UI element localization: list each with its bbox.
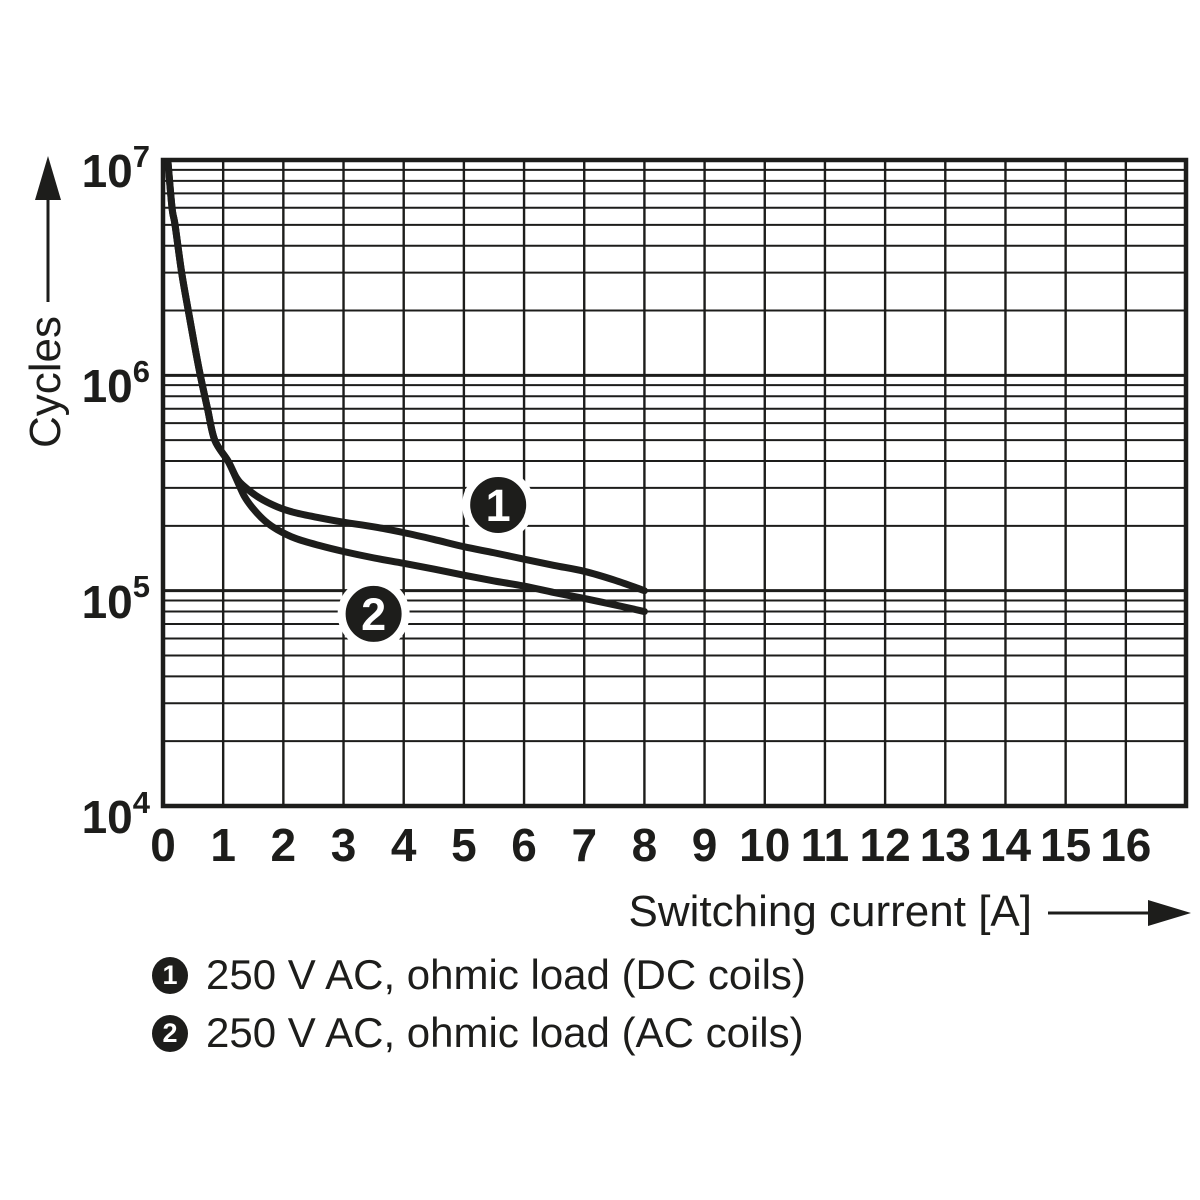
x-tick-label-7: 7 [571,819,598,871]
y-axis-arrow [35,156,61,302]
legend-label: 250 V AC, ohmic load (AC coils) [206,1009,804,1056]
x-tick-label-13: 13 [919,819,971,871]
legend-marker-1: 1 [152,956,188,994]
legend: 1 250 V AC, ohmic load (DC coils) 2 250 V A… [152,946,806,1062]
x-tick-label-1: 1 [210,819,236,871]
x-tick-label-3: 3 [330,819,357,871]
x-tick-label-5: 5 [451,819,477,871]
curves [164,158,648,616]
x-axis-arrow [1048,900,1191,926]
curve-marker-1: 1 [462,468,535,541]
x-tick-label-8: 8 [631,819,658,871]
legend-row-2: 2 250 V AC, ohmic load (AC coils) [152,1004,806,1062]
x-tick-label-14: 14 [979,819,1032,871]
curve-marker-number: 1 [486,480,511,531]
legend-row-1: 1 250 V AC, ohmic load (DC coils) [152,946,806,1004]
legend-marker-2: 2 [152,1014,188,1052]
x-tick-label-10: 10 [739,819,791,871]
curve-marker-circle [337,577,410,650]
x-axis-title: Switching current [A] [628,887,1033,936]
grid [163,160,1186,806]
x-tick-label-9: 9 [691,819,718,871]
x-tick-label-15: 15 [1040,819,1092,871]
y-tick-label-10e4: 104 [81,784,150,843]
x-tick-label-12: 12 [859,819,911,871]
curve-series-2 [164,158,648,616]
x-tick-label-0: 0 [150,819,176,871]
legend-label: 250 V AC, ohmic load (DC coils) [206,951,806,998]
plot-border [160,157,1189,809]
x-tick-label-4: 4 [390,819,417,871]
x-tick-label-16: 16 [1100,819,1152,871]
y-tick-label-10e5: 105 [81,569,150,628]
curve-marker-circle [462,468,535,541]
x-tick-label-6: 6 [511,819,537,871]
y-tick-label-10e6: 106 [81,354,150,413]
curve-marker-2: 2 [337,577,410,650]
x-tick-label-11: 11 [800,819,850,871]
y-tick-label-10e7: 107 [81,138,150,197]
x-tick-label-2: 2 [270,819,297,871]
curve-marker-number: 2 [361,589,386,640]
